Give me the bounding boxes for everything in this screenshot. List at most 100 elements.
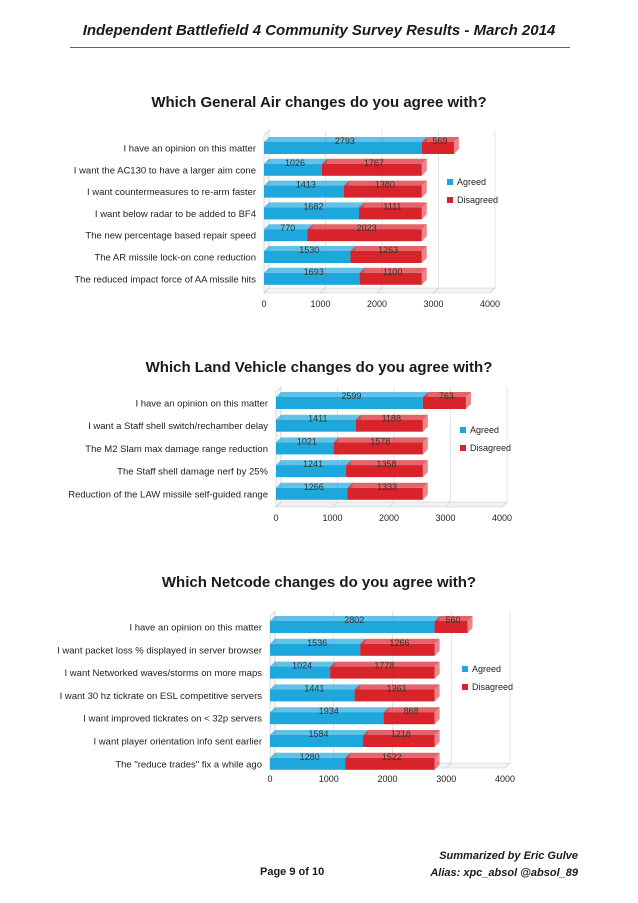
gridline-floor [445,501,451,508]
bar-top [264,224,313,230]
bar-disagreed [360,643,435,656]
bar-top [350,246,427,251]
bar-disagreed [363,735,435,747]
chart-title-air: Which General Air changes do you agree w… [151,94,487,111]
gridline-floor [320,287,326,294]
bar-side [453,137,459,154]
category-label: I want the AC130 to have a larger aim co… [74,165,256,176]
data-label: 2599 [341,391,361,401]
legend-swatch [460,427,466,433]
bar-side [434,707,440,725]
data-label: 1266 [389,638,409,648]
bar-top [276,392,428,397]
bar-top [276,437,339,443]
x-tick-label: 4000 [492,513,512,523]
data-label: 1411 [308,414,327,424]
bar-top [276,482,353,488]
data-label: 763 [439,391,454,401]
bar-agreed [276,487,348,500]
chart-land: 0 1000 2000 3000 4000 I have an opinion on th… [68,386,512,523]
bar-top [383,707,440,713]
summarized-by: Summarized by Eric Gulve [439,850,578,862]
bar-disagreed [422,397,466,409]
category-label: The Staff shell damage nerf by 25% [117,467,268,478]
data-label: 1578 [370,436,390,446]
data-label: 1380 [375,180,395,190]
data-label: 2023 [357,223,377,233]
bar-top [359,202,427,208]
data-label: 1413 [296,180,316,190]
legend-swatch [447,197,453,203]
data-label: 1522 [382,752,402,762]
x-tick-label: 3000 [423,299,443,309]
x-tick-label: 0 [267,774,272,784]
data-label: 1333 [377,482,397,492]
bar-side [421,180,427,198]
data-label: 1280 [300,752,320,762]
data-label: 569 [432,136,447,146]
bar-top [330,661,440,667]
category-label: I want below radar to be added to BF4 [95,209,256,220]
title-rule [70,47,570,48]
data-label: 1241 [303,459,323,469]
bar-disagreed [321,163,422,176]
chart-air: 0 1000 2000 3000 4000 I have an opinion on th… [74,129,500,309]
bar-disagreed [421,142,454,154]
x-tick-label: 3000 [436,774,456,784]
bar-agreed [270,712,384,725]
bar-agreed [270,689,355,702]
legend-label: Agreed [457,177,486,187]
bar-side [421,224,427,242]
gridline-floor [489,287,496,294]
bar-top [359,267,427,273]
bar-disagreed [359,207,422,220]
x-tick-label: 1000 [319,774,339,784]
data-label: 1934 [319,706,339,716]
category-label: The reduced impact force of AA missile h… [74,274,256,285]
data-label: 1100 [383,267,402,277]
bar-top [264,137,427,142]
data-label: 1111 [383,201,401,211]
x-tick-label: 2000 [379,513,399,523]
bar-top [434,616,473,621]
legend-label: Disagreed [457,195,498,205]
data-label: 1024 [292,661,312,671]
document-title: Independent Battlefield 4 Community Surv… [82,22,556,39]
bar-top [276,414,361,420]
bar-top [307,224,427,230]
data-label: 1188 [382,414,401,424]
bar-side [434,661,440,679]
bar-agreed [264,142,422,154]
bar-side [421,246,427,263]
bar-side [422,414,428,432]
bar-disagreed [343,185,422,198]
bar-disagreed [359,272,422,285]
bar-disagreed [383,712,435,725]
bar-agreed [264,229,308,242]
bar-top [345,752,440,758]
bar-side [421,202,427,220]
bar-agreed [264,163,322,176]
bar-top [347,482,428,488]
category-label: I have an opinion on this matter [129,623,262,634]
legend-swatch [460,445,466,451]
bar-top [421,137,459,142]
bar-agreed [276,465,347,478]
gridline-floor [275,501,282,508]
chart-title-netcode: Which Netcode changes do you agree with? [161,574,477,591]
category-label: The "reduce trades" fix a while ago [115,759,262,770]
bar-agreed [270,666,331,679]
data-label: 1358 [376,459,396,469]
category-label: I want improved tickrates on < 32p serve… [83,714,262,725]
author-block: Summarized by Eric Gulve Alias: xpc_abso… [430,848,578,882]
x-tick-label: 2000 [367,299,387,309]
x-tick-label: 3000 [435,513,455,523]
bar-top [270,684,360,690]
legend-label: Disagreed [470,443,511,453]
data-label: 1536 [307,638,327,648]
gridline-floor [263,287,270,294]
bar-agreed [264,272,360,285]
page-number: Page 9 of 10 [260,866,325,878]
category-label: I have an opinion on this matter [135,399,268,410]
bar-top [354,684,440,690]
